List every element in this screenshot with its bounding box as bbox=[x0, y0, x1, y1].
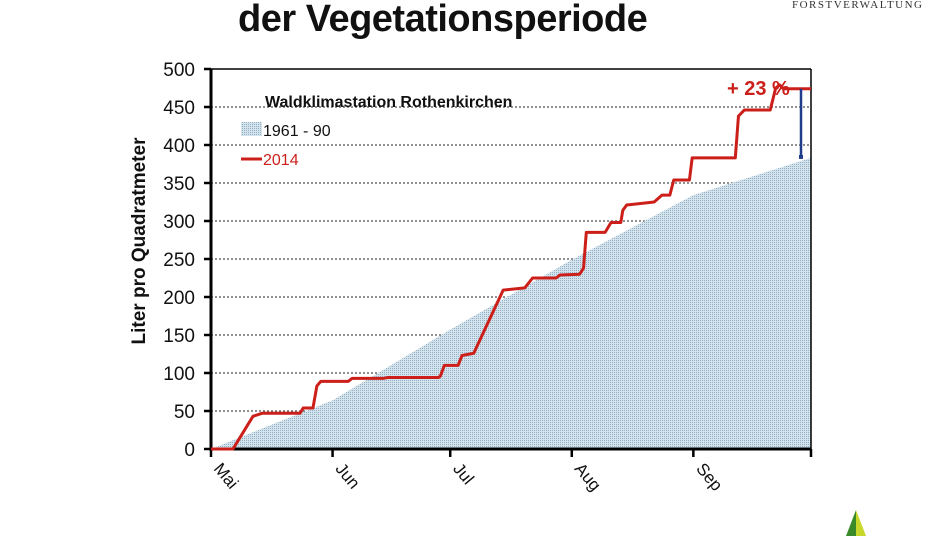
brand-label: FORSTVERWALTUNG bbox=[792, 0, 924, 11]
x-tick-label: Jul bbox=[449, 459, 478, 488]
difference-bar-end bbox=[799, 154, 803, 159]
y-tick-label: 450 bbox=[163, 98, 195, 119]
y-tick-label: 0 bbox=[184, 440, 195, 461]
y-tick-label: 50 bbox=[174, 402, 195, 423]
x-tick-label: Aug bbox=[571, 459, 605, 494]
page-title: der Vegetationsperiode bbox=[238, 0, 648, 40]
y-tick-label: 300 bbox=[163, 212, 195, 233]
legend-label-2014: 2014 bbox=[263, 152, 299, 169]
chart-title: Waldklimastation Rothenkirchen bbox=[265, 94, 512, 111]
legend-swatch-1961-90 bbox=[241, 122, 262, 136]
y-tick-label: 250 bbox=[163, 250, 195, 271]
legend-label-1961-90: 1961 - 90 bbox=[263, 123, 331, 140]
forestry-logo-icon bbox=[846, 510, 866, 536]
series-area-1961-90 bbox=[211, 157, 811, 450]
y-tick-label: 200 bbox=[163, 288, 195, 309]
y-tick-label: 500 bbox=[163, 60, 195, 81]
y-tick-label: 100 bbox=[163, 364, 195, 385]
y-tick-label: 400 bbox=[163, 136, 195, 157]
difference-annotation: + 23 % bbox=[727, 78, 790, 100]
y-tick-label: 150 bbox=[163, 326, 195, 347]
x-tick-label: Sep bbox=[692, 459, 726, 494]
series-line-2014 bbox=[211, 83, 811, 451]
x-tick-label: Jun bbox=[332, 459, 364, 492]
y-tick-label: 350 bbox=[163, 174, 195, 195]
x-tick-label: Mai bbox=[210, 459, 242, 492]
